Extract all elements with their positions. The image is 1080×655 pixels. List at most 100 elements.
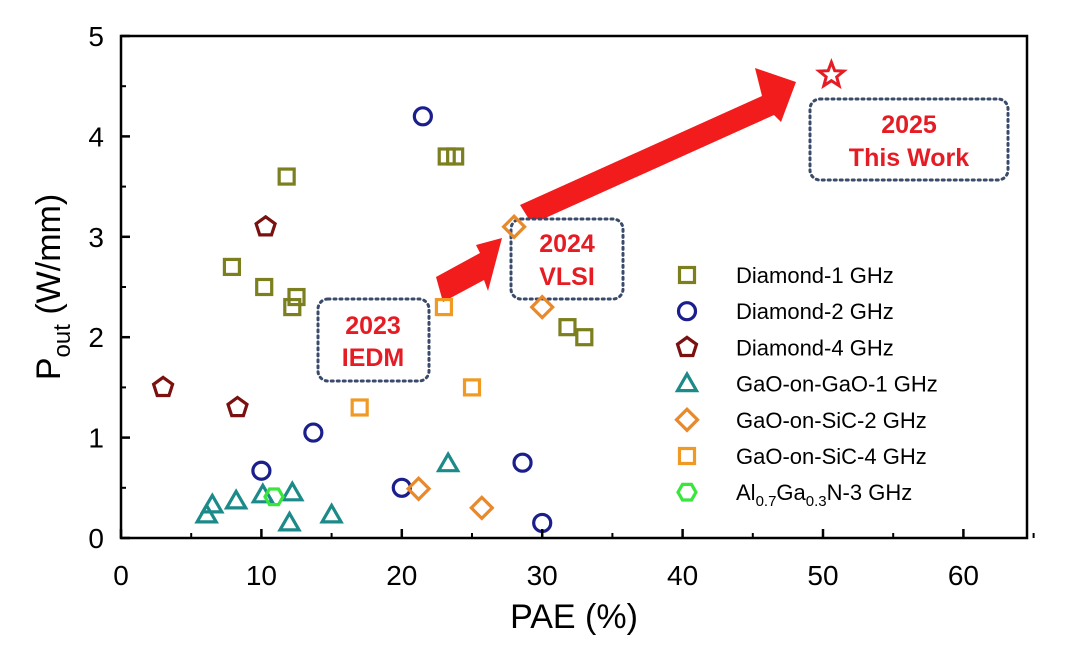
data-points [151, 57, 848, 534]
point-s0-8 [575, 328, 594, 347]
point-s0-7 [558, 318, 577, 337]
legend-label-0: Diamond-1 GHz [736, 263, 894, 288]
legend-label-4: GaO-on-SiC-2 GHz [736, 408, 927, 433]
point-s2-2 [226, 395, 249, 418]
point-s0-2 [277, 167, 296, 186]
y-axis-title-main: P [30, 357, 68, 380]
legend-entry-2: Diamond-4 GHz [675, 335, 894, 360]
point-s3-7 [435, 451, 461, 473]
x-tick-label: 40 [667, 560, 698, 591]
arrow-2024-to-2025 [520, 68, 796, 224]
legend-label-3: GaO-on-GaO-1 GHz [736, 372, 938, 397]
point-s3-6 [319, 502, 344, 524]
x-tick-label: 20 [386, 560, 417, 591]
x-tick-label: 10 [246, 560, 277, 591]
point-s3-4 [280, 480, 305, 502]
legend-label-1: Diamond-2 GHz [736, 299, 894, 324]
point-s4-2 [405, 476, 432, 502]
this-work-star [815, 57, 848, 90]
y-tick-label: 4 [88, 121, 104, 152]
legend-marker-0 [677, 265, 697, 285]
legend-label-part: 0.3 [806, 493, 827, 510]
series-4 [405, 214, 555, 521]
point-s3-2 [223, 488, 249, 510]
point-s3-1 [199, 492, 225, 514]
point-s1-5 [532, 512, 553, 534]
legend-entry-0: Diamond-1 GHz [677, 263, 894, 288]
point-s1-4 [512, 452, 533, 473]
point-s5-2 [350, 398, 369, 417]
annotation-2025-box [808, 97, 1010, 182]
legend-label-part: N-3 GHz [827, 480, 913, 505]
legend-entry-3: GaO-on-GaO-1 GHz [674, 370, 938, 397]
annotation-2024: 2024 VLSI [509, 217, 625, 301]
legend-marker-4 [674, 407, 700, 433]
x-tick-label: 30 [527, 560, 558, 591]
legend-marker-6 [676, 482, 698, 502]
annotation-2024-line2: VLSI [539, 263, 595, 291]
point-s3-5 [277, 510, 302, 532]
legend-entry-4: GaO-on-SiC-2 GHz [674, 407, 927, 433]
y-tick-label: 2 [88, 322, 104, 353]
point-s5-1 [462, 378, 482, 397]
point-s4-0 [501, 214, 527, 240]
point-s0-0 [222, 257, 242, 277]
legend-marker-2 [675, 335, 699, 358]
annotation-2024-line1: 2024 [539, 230, 595, 258]
arrow-2023-to-2024 [436, 238, 502, 302]
annotation-2023-line2: IEDM [342, 344, 405, 372]
point-s5-0 [434, 297, 454, 317]
series-0 [222, 147, 594, 347]
point-s2-0 [151, 375, 175, 398]
y-tick-label: 5 [88, 21, 104, 52]
point-s0-3 [283, 297, 302, 317]
y-tick-label: 0 [88, 523, 104, 554]
legend-entry-6: Al0.7Ga0.3N-3 GHz [676, 480, 912, 510]
legend-marker-1 [676, 301, 698, 322]
point-s6-0 [263, 487, 285, 507]
annotation-boxes: 2023 IEDM 2024 VLSI 2025 This Work [316, 97, 1010, 383]
x-tick-label: 50 [807, 560, 838, 591]
legend-label-6: Al0.7Ga0.3N-3 GHz [736, 480, 912, 510]
point-s2-1 [254, 214, 277, 237]
point-s4-1 [529, 294, 555, 320]
y-axis-title-sub: out [49, 324, 76, 358]
y-tick-label: 3 [88, 222, 104, 253]
axes: 0 10 20 30 40 50 60 0 1 2 3 4 5 PAE (%) Pout (W/mm) [30, 21, 1035, 636]
legend-entry-1: Diamond-2 GHz [676, 299, 894, 324]
legend-label-part: Al [736, 480, 756, 505]
point-s4-3 [469, 495, 495, 521]
x-tick-label: 0 [113, 560, 129, 591]
y-axis-title: Pout (W/mm) [30, 194, 76, 380]
legend-label-2: Diamond-4 GHz [736, 335, 894, 360]
y-tick-label: 1 [88, 423, 104, 454]
legend-marker-5 [677, 446, 697, 466]
series-3 [194, 451, 461, 532]
annotation-2023-box [316, 297, 431, 383]
point-s3-0 [194, 502, 219, 524]
annotation-2025-line1: 2025 [881, 111, 937, 139]
legend-label-part: 0.7 [756, 493, 777, 510]
point-s0-4 [287, 287, 306, 307]
legend-marker-3 [674, 370, 700, 393]
annotation-2023: 2023 IEDM [316, 297, 431, 383]
annotation-2025: 2025 This Work [808, 97, 1010, 182]
point-s0-6 [446, 147, 465, 166]
annotation-2023-line1: 2023 [345, 312, 401, 340]
annotation-2024-box [509, 217, 625, 301]
x-tick-label: 60 [948, 560, 979, 591]
point-s1-0 [412, 106, 433, 127]
legend-label-5: GaO-on-SiC-4 GHz [736, 444, 927, 469]
series-1 [251, 106, 553, 534]
annotation-2025-line2: This Work [849, 144, 969, 172]
trend-arrows [436, 68, 796, 302]
y-axis-title-rest: (W/mm) [30, 194, 68, 324]
series-2 [151, 214, 277, 418]
series-6 [263, 487, 285, 507]
series-5 [350, 297, 482, 417]
point-s1-1 [303, 422, 324, 443]
x-axis-title: PAE (%) [510, 598, 638, 636]
legend-entry-5: GaO-on-SiC-4 GHz [677, 444, 927, 469]
legend: Diamond-1 GHz Diamond-2 GHz Diamond-4 GHz G… [674, 263, 938, 510]
